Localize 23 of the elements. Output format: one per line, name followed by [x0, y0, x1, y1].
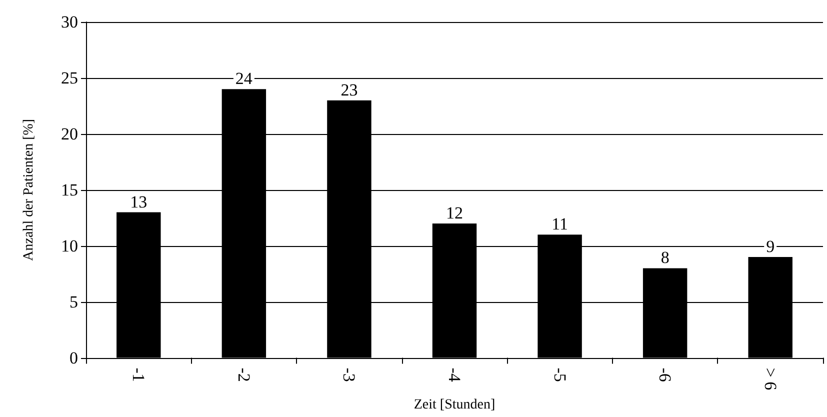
x-tick-label: > 6: [760, 368, 780, 390]
x-tick-label: -3: [340, 368, 359, 382]
data-label: 13: [130, 192, 148, 212]
y-tick-label: 10: [61, 236, 78, 256]
x-tick-label: -6: [656, 368, 675, 382]
x-tick-label: -4: [445, 368, 464, 382]
y-tick-label: 15: [61, 180, 78, 200]
x-axis-title: Zeit [Stunden]: [414, 398, 496, 412]
y-tick-label: 30: [61, 12, 78, 32]
x-tick-label: -2: [234, 368, 254, 382]
y-tick-label: 20: [61, 124, 78, 144]
data-label: 23: [340, 80, 358, 100]
x-tick-label: -1: [129, 368, 148, 382]
data-label: 11: [552, 214, 568, 234]
y-tick-label: 25: [61, 68, 78, 88]
x-tick-label: -5: [550, 368, 570, 382]
data-label: 24: [235, 69, 253, 88]
y-tick-label: 0: [70, 348, 78, 368]
y-tick-label: 5: [70, 292, 78, 312]
y-axis-title: Anzahl der Patienten [%]: [22, 118, 36, 261]
data-label: 8: [660, 248, 670, 268]
data-label: 9: [766, 237, 775, 256]
data-label: 12: [446, 203, 463, 222]
